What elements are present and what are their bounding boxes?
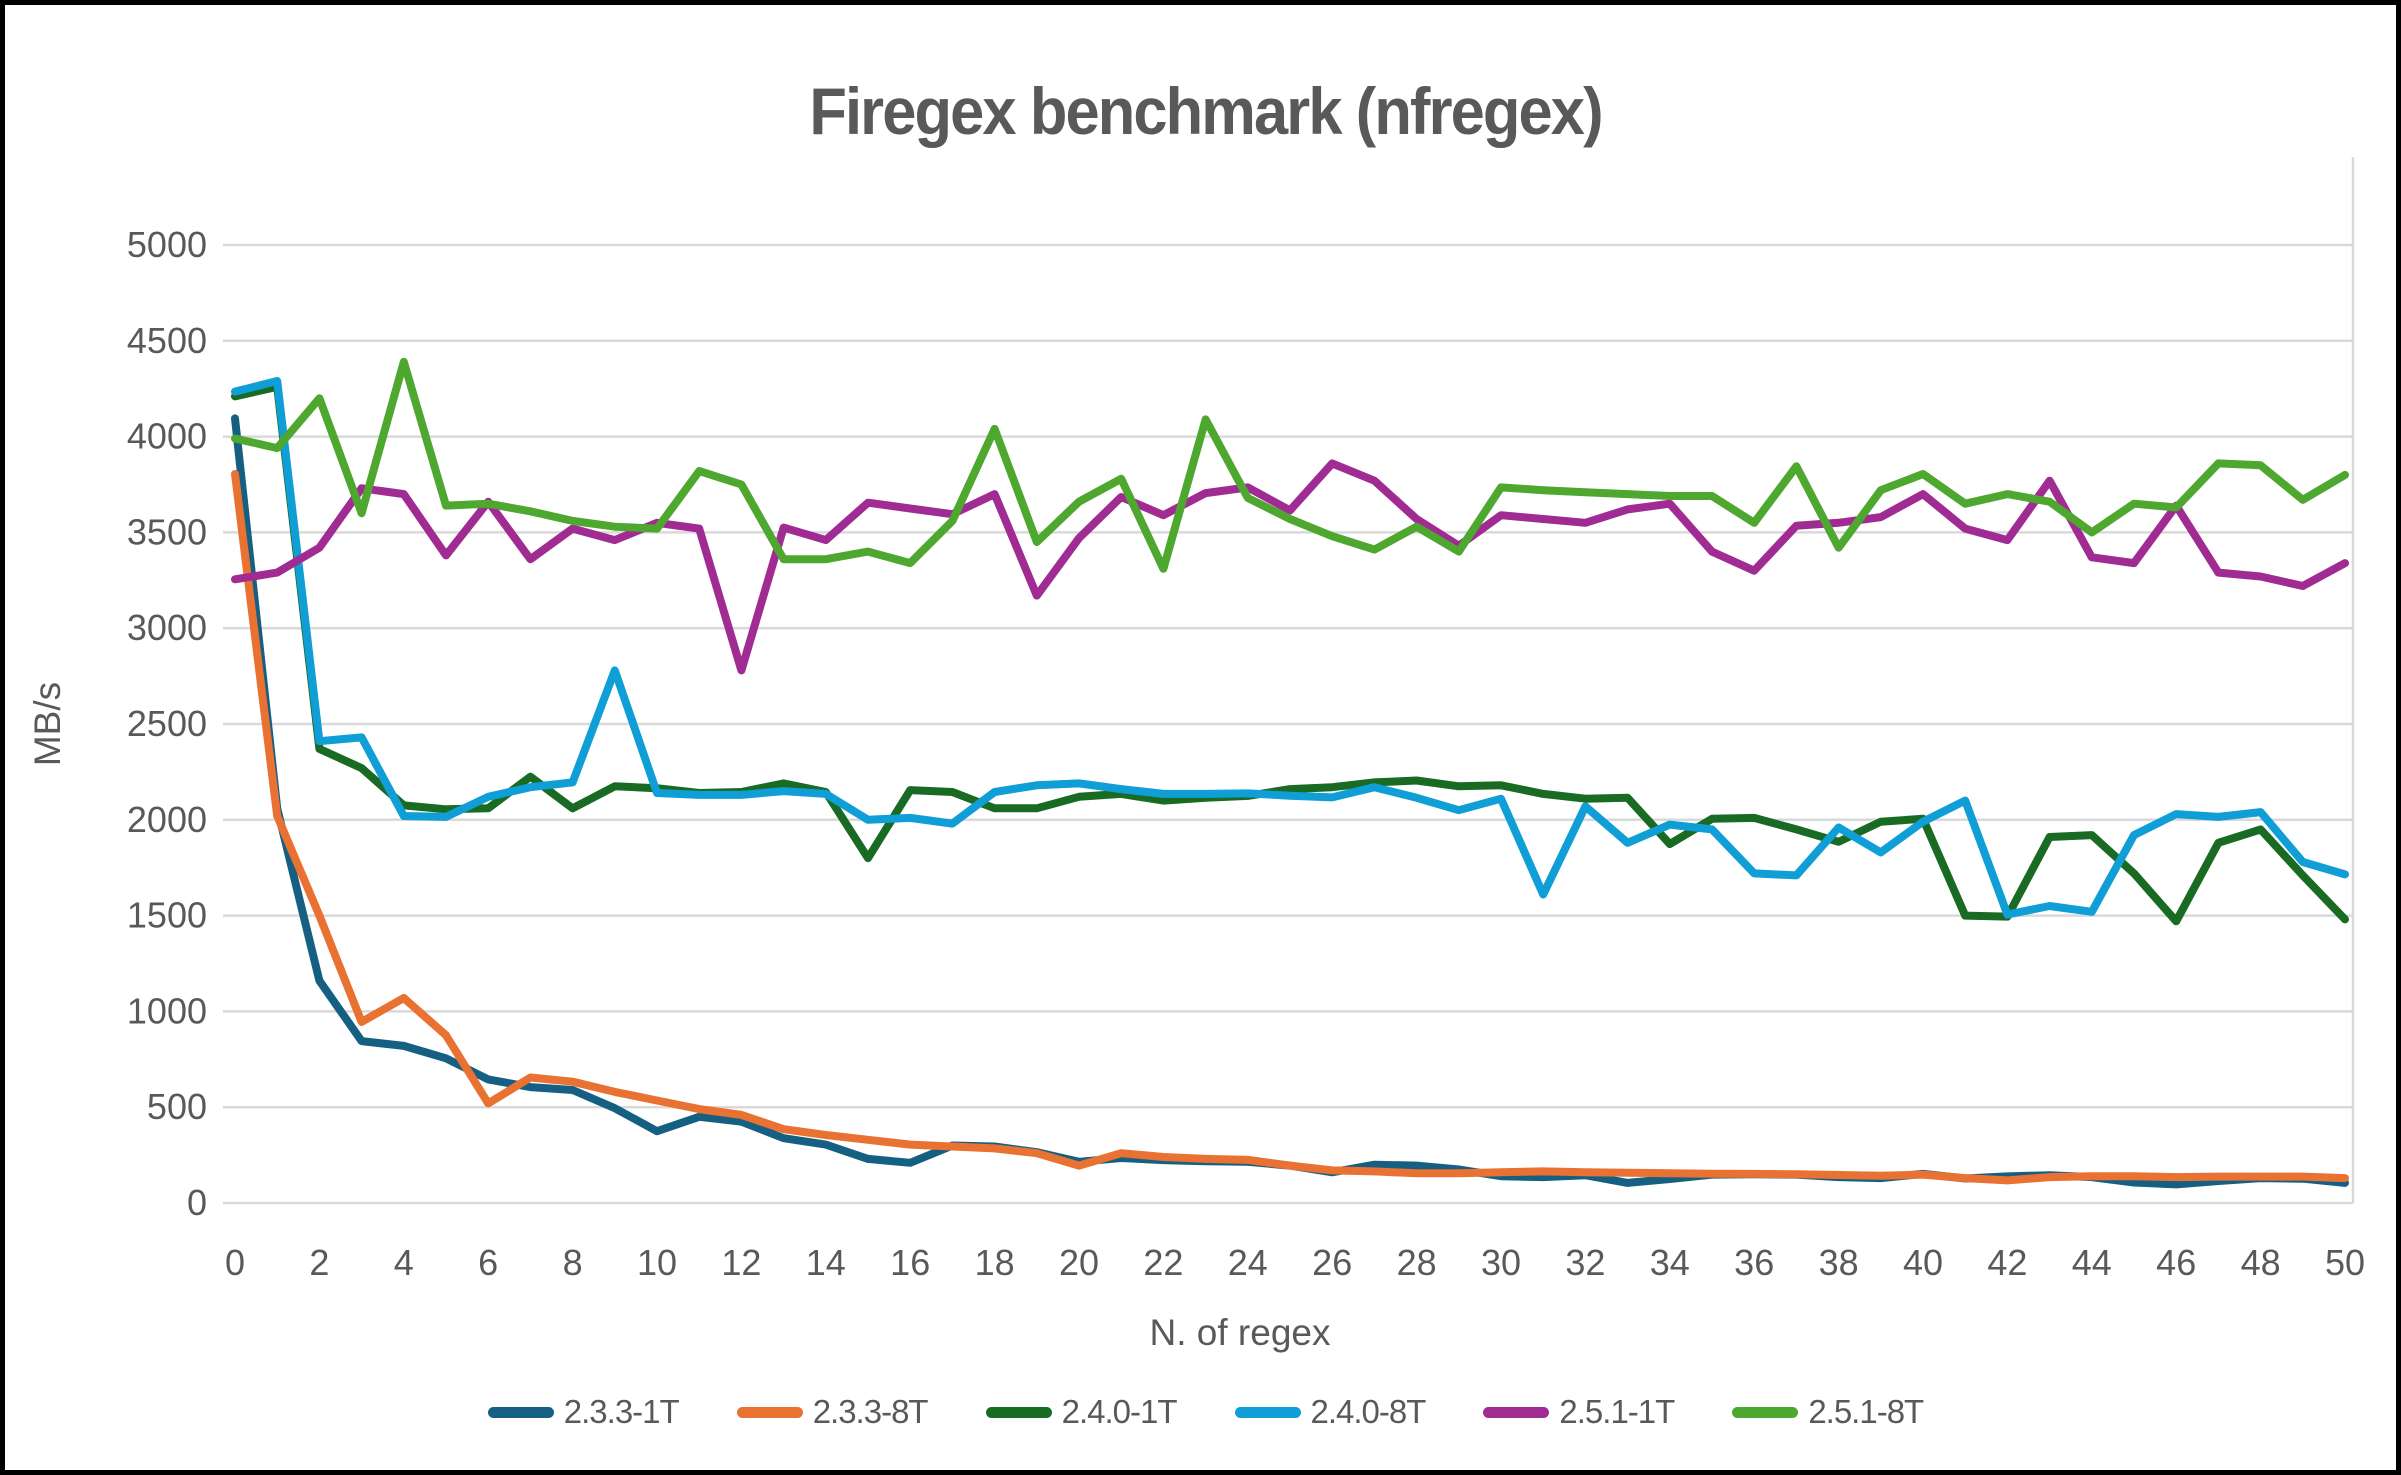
- y-tick-label: 4500: [127, 320, 207, 361]
- x-tick-label: 10: [637, 1242, 677, 1283]
- series-line-2.5.1-1T: [231, 459, 2349, 675]
- y-tick-label: 3500: [127, 511, 207, 552]
- chart-title: Firegex benchmark (nfregex): [809, 74, 1603, 148]
- x-tick-label: 18: [975, 1242, 1015, 1283]
- x-tick-label: 6: [478, 1242, 498, 1283]
- x-tick-label: 46: [2156, 1242, 2196, 1283]
- x-tick-label: 2: [309, 1242, 329, 1283]
- x-tick-label: 0: [225, 1242, 245, 1283]
- legend-swatch-2.3.3-1T: [487, 1406, 554, 1418]
- legend-label: 2.4.0-8T: [1310, 1393, 1427, 1430]
- x-tick-label: 14: [806, 1242, 846, 1283]
- y-tick-label: 0: [187, 1182, 207, 1223]
- legend-swatch-2.3.3-8T: [736, 1406, 803, 1418]
- x-tick-label: 42: [1987, 1242, 2027, 1283]
- x-tick-label: 44: [2072, 1242, 2112, 1283]
- series-line-2.4.0-1T: [231, 382, 2349, 926]
- y-tick-label: 1000: [127, 990, 207, 1031]
- series-line-2.3.3-8T: [231, 470, 2349, 1185]
- x-tick-label: 32: [1565, 1242, 1605, 1283]
- x-tick-label: 16: [890, 1242, 930, 1283]
- legend-item-2.4.0-8T: 2.4.0-8T: [1234, 1393, 1427, 1431]
- legend: 2.3.3-1T 2.3.3-8T 2.4.0-1T 2.4.0-8T 2.5.1-1T…: [5, 1393, 2396, 1431]
- x-tick-label: 26: [1312, 1242, 1352, 1283]
- legend-swatch-2.4.0-8T: [1234, 1406, 1301, 1418]
- y-axis-title: MB/s: [27, 682, 68, 766]
- x-tick-label: 8: [563, 1242, 583, 1283]
- y-tick-label: 1500: [127, 895, 207, 936]
- x-tick-label: 4: [394, 1242, 414, 1283]
- x-tick-label: 36: [1734, 1242, 1774, 1283]
- legend-label: 2.5.1-1T: [1559, 1393, 1675, 1430]
- x-tick-label: 34: [1650, 1242, 1690, 1283]
- y-tick-label: 2500: [127, 703, 207, 744]
- y-tick-label: 5000: [127, 224, 207, 265]
- legend-swatch-2.5.1-8T: [1732, 1406, 1799, 1418]
- x-tick-label: 40: [1903, 1242, 1943, 1283]
- x-axis-title: N. of regex: [1150, 1312, 1331, 1353]
- legend-label: 2.4.0-1T: [1061, 1393, 1178, 1430]
- legend-swatch-2.5.1-1T: [1483, 1406, 1550, 1418]
- series-line-2.5.1-8T: [231, 357, 2349, 573]
- y-tick-label: 3000: [127, 607, 207, 648]
- legend-item-2.3.3-1T: 2.3.3-1T: [487, 1393, 680, 1431]
- legend-item-2.5.1-8T: 2.5.1-8T: [1732, 1393, 1924, 1431]
- x-tick-label: 38: [1819, 1242, 1859, 1283]
- legend-label: 2.5.1-8T: [1808, 1393, 1924, 1430]
- legend-item-2.4.0-1T: 2.4.0-1T: [985, 1393, 1178, 1431]
- x-tick-label: 30: [1481, 1242, 1521, 1283]
- x-tick-label: 28: [1397, 1242, 1437, 1283]
- y-tick-label: 4000: [127, 416, 207, 457]
- legend-item-2.3.3-8T: 2.3.3-8T: [736, 1393, 929, 1431]
- x-tick-label: 50: [2325, 1242, 2365, 1283]
- x-tick-label: 48: [2241, 1242, 2281, 1283]
- y-tick-label: 500: [147, 1086, 207, 1127]
- legend-label: 2.3.3-1T: [563, 1393, 680, 1430]
- legend-swatch-2.4.0-1T: [985, 1406, 1052, 1418]
- x-tick-label: 24: [1228, 1242, 1268, 1283]
- series-line-2.4.0-8T: [231, 377, 2349, 919]
- x-tick-label: 22: [1143, 1242, 1183, 1283]
- legend-item-2.5.1-1T: 2.5.1-1T: [1483, 1393, 1675, 1431]
- x-tick-label: 20: [1059, 1242, 1099, 1283]
- x-tick-label: 12: [721, 1242, 761, 1283]
- legend-label: 2.3.3-8T: [812, 1393, 929, 1430]
- y-tick-label: 2000: [127, 799, 207, 840]
- chart-canvas: 0500100015002000250030003500400045005000…: [27, 157, 2365, 1353]
